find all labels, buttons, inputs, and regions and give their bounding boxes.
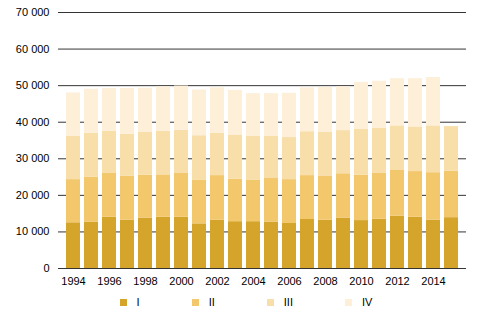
svg-text:30 000: 30 000 [16,152,50,164]
svg-text:2012: 2012 [385,275,409,287]
svg-text:2006: 2006 [277,275,301,287]
svg-text:40 000: 40 000 [16,116,50,128]
svg-text:2010: 2010 [349,275,373,287]
svg-text:1996: 1996 [97,275,121,287]
svg-text:2000: 2000 [169,275,193,287]
svg-text:2004: 2004 [241,275,265,287]
svg-text:1994: 1994 [61,275,85,287]
svg-text:2008: 2008 [313,275,337,287]
svg-text:2014: 2014 [421,275,445,287]
html-text:III: III [283,296,293,308]
svg-text:1998: 1998 [133,275,157,287]
svg-text:10 000: 10 000 [16,225,50,237]
svg-text:50 000: 50 000 [16,79,50,91]
html-text:IV: IV [362,296,373,308]
svg-text:70 000: 70 000 [16,6,50,18]
html-text:I: I [136,296,140,308]
svg-text:60 000: 60 000 [16,43,50,55]
svg-text:2002: 2002 [205,275,229,287]
html-text:II: II [208,296,215,308]
svg-text:0: 0 [43,262,49,274]
svg-text:20 000: 20 000 [16,189,50,201]
